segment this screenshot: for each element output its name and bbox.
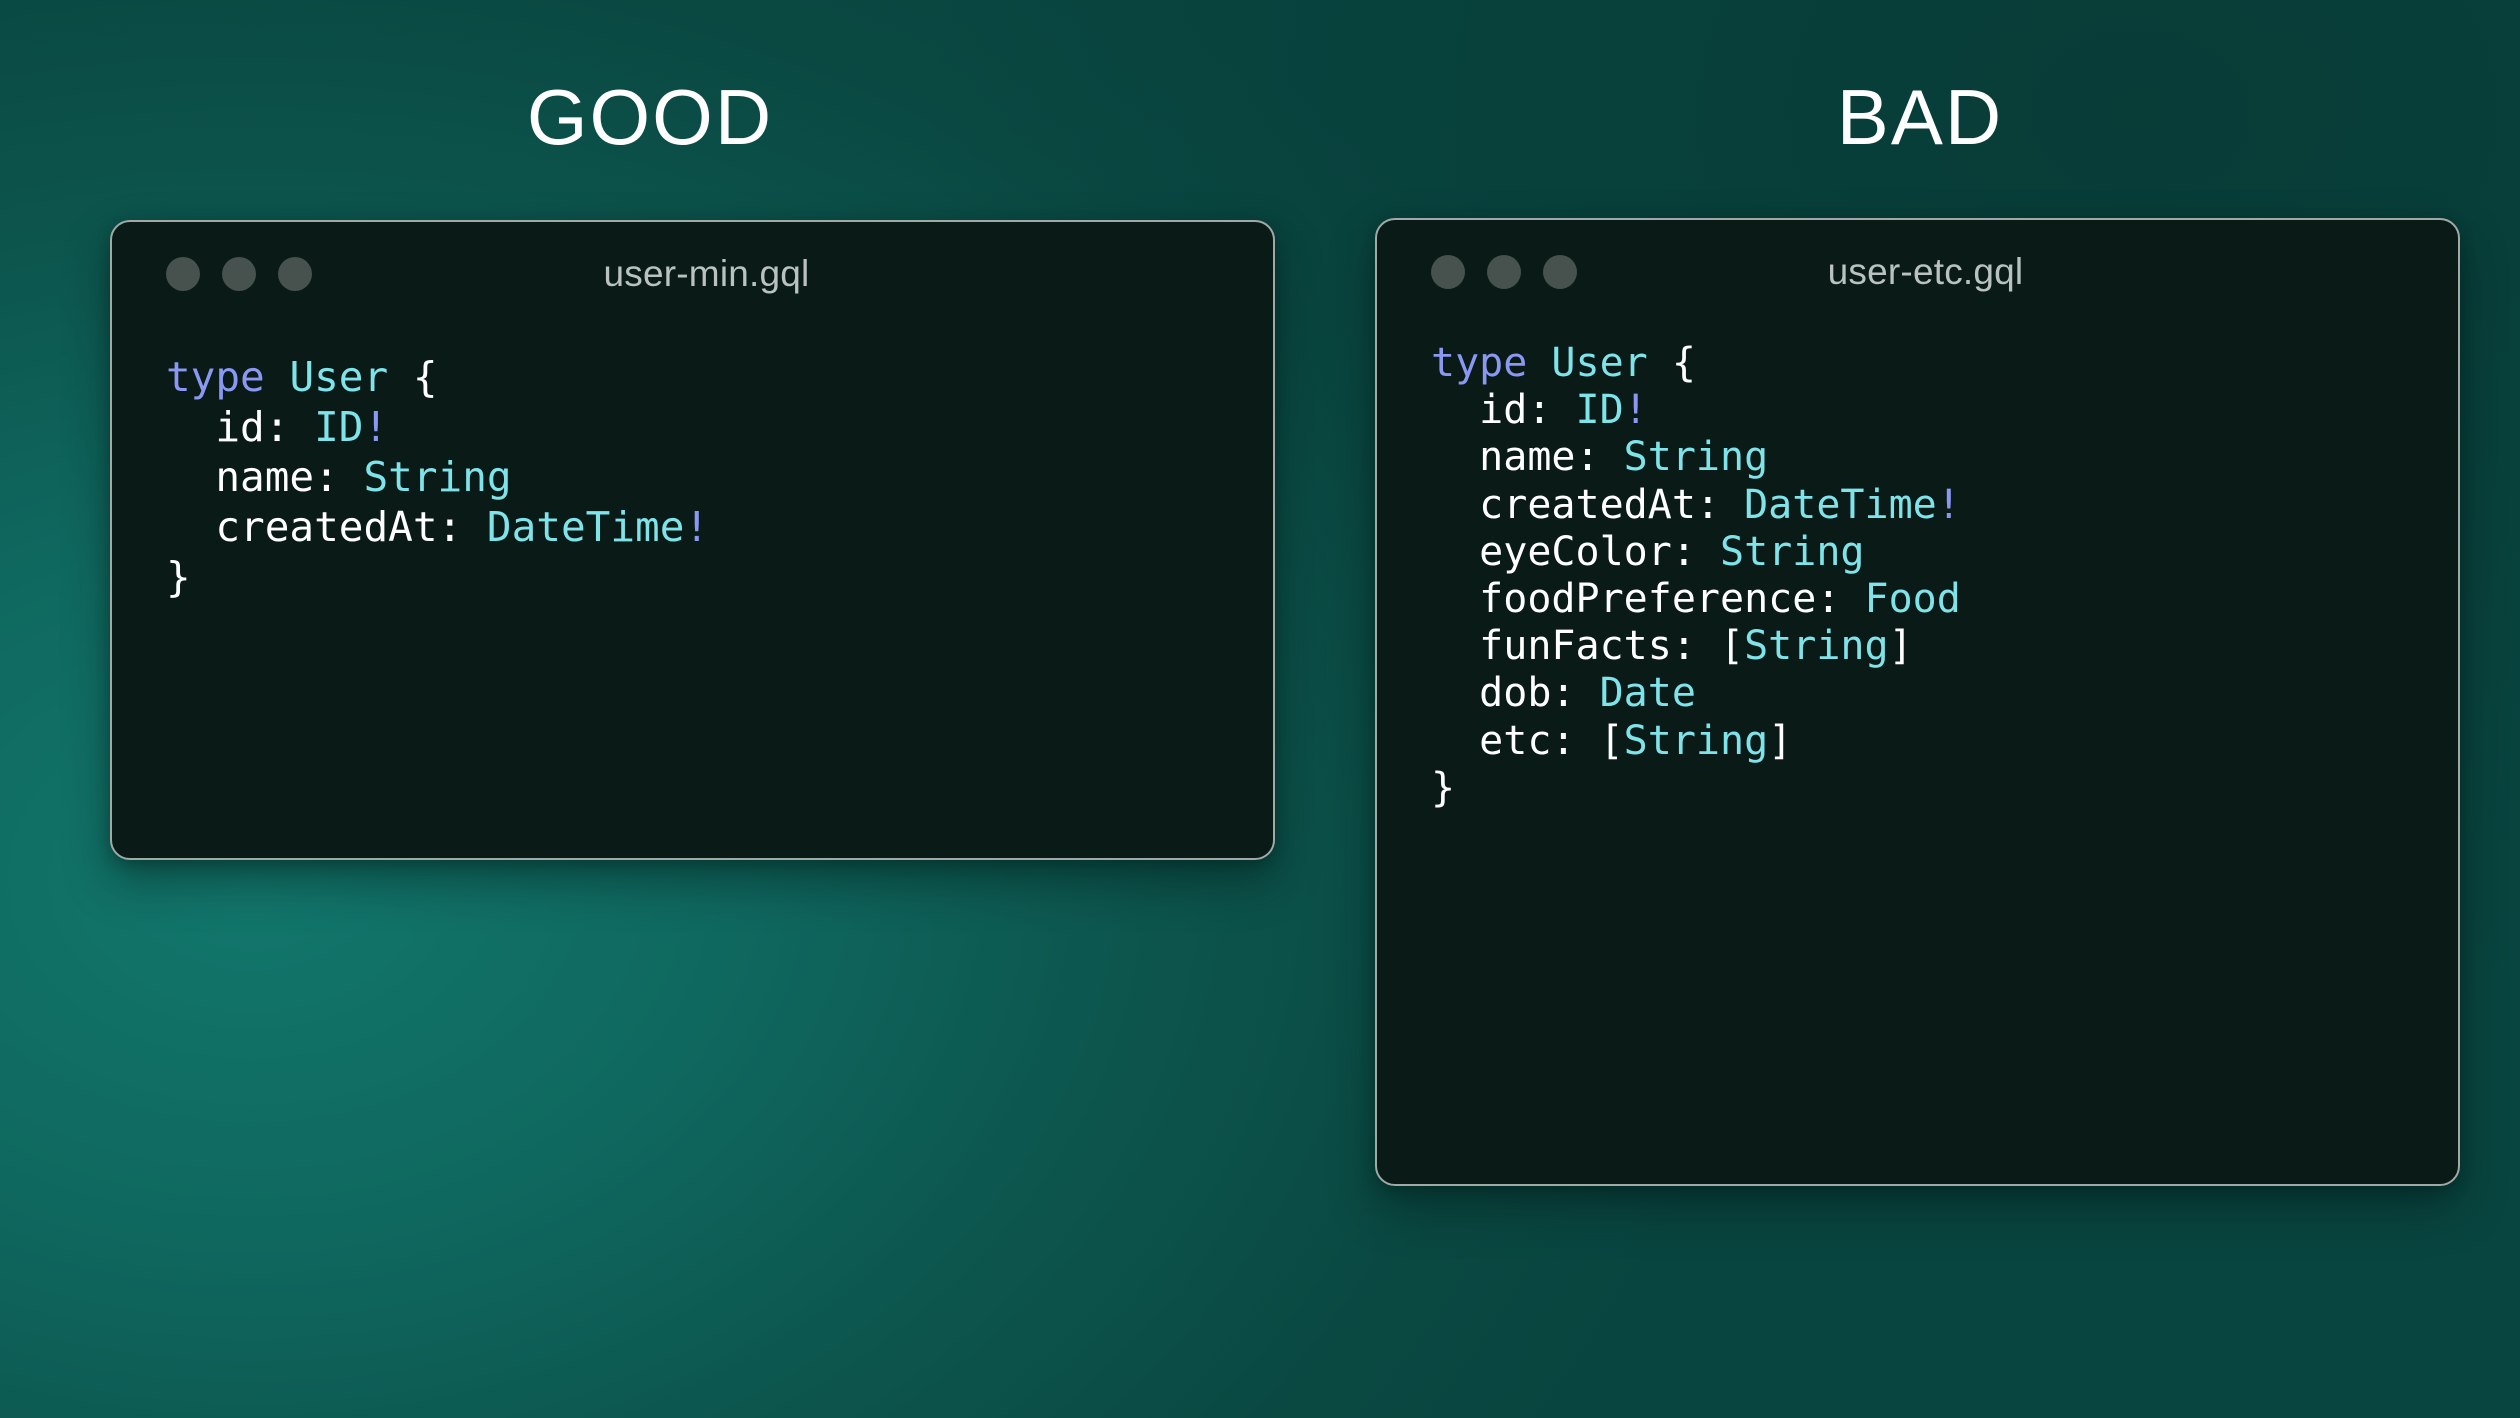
code-line: name: String [166, 452, 1273, 502]
code-block-bad: type User { id: ID! name: String created… [1377, 324, 2458, 812]
close-dot-icon[interactable] [166, 257, 200, 291]
code-token-type: User [289, 353, 389, 401]
code-token-bang: ! [363, 403, 389, 452]
code-token-type: String [1744, 623, 1889, 670]
code-line: type User { [166, 352, 1273, 402]
code-token-type: String [1719, 528, 1865, 575]
code-line: foodPreference: Food [1431, 576, 2458, 623]
code-token-field: createdAt: [1431, 481, 1745, 528]
code-line: etc: [String] [1431, 718, 2458, 765]
code-line: id: ID! [166, 402, 1273, 452]
code-token-type: String [363, 453, 512, 502]
code-line: createdAt: DateTime! [166, 502, 1273, 552]
code-line: type User { [1431, 340, 2458, 387]
code-line: eyeColor: String [1431, 529, 2458, 576]
code-token-punct: } [166, 553, 191, 602]
code-token-type: Food [1864, 575, 1961, 622]
code-token-field: id: [1431, 387, 1576, 434]
code-token-punct: ] [1888, 623, 1913, 670]
code-line: name: String [1431, 434, 2458, 481]
window-titlebar: user-min.gql [112, 222, 1273, 326]
code-token-field: id: [166, 403, 315, 452]
code-token-punct: ] [1768, 717, 1793, 764]
code-window-bad: user-etc.gql type User { id: ID! name: S… [1375, 218, 2460, 1186]
code-token-bang: ! [1936, 481, 1961, 528]
code-token-type: DateTime [1744, 481, 1937, 528]
code-token-field: funFacts: [ [1431, 623, 1745, 670]
code-token-type: DateTime [486, 503, 685, 552]
code-token-field: eyeColor: [1431, 528, 1720, 575]
code-token-type: Date [1599, 670, 1696, 717]
code-token-field: name: [166, 453, 364, 502]
code-token-punct: { [388, 353, 438, 401]
code-token-bang: ! [684, 503, 710, 552]
code-token-punct [265, 353, 290, 401]
code-token-field: etc: [ [1431, 717, 1624, 764]
code-token-type: ID [1575, 387, 1624, 434]
close-dot-icon[interactable] [1431, 255, 1465, 289]
code-token-kw: type [166, 353, 265, 401]
code-line: createdAt: DateTime! [1431, 482, 2458, 529]
code-token-type: User [1551, 340, 1648, 386]
code-token-field: name: [1431, 434, 1624, 481]
column-heading-good: GOOD [526, 73, 774, 161]
code-block-good: type User { id: ID! name: String created… [112, 326, 1273, 602]
maximize-dot-icon[interactable] [1543, 255, 1577, 289]
code-token-kw: type [1431, 340, 1528, 386]
code-token-bang: ! [1623, 387, 1648, 434]
code-token-type: ID [314, 403, 364, 452]
minimize-dot-icon[interactable] [222, 257, 256, 291]
code-token-field: foodPreference: [1431, 575, 1865, 622]
code-line: } [1431, 765, 2458, 812]
code-line: dob: Date [1431, 670, 2458, 717]
code-token-type: String [1623, 434, 1769, 481]
code-line: id: ID! [1431, 387, 2458, 434]
code-token-punct [1527, 340, 1551, 386]
code-token-field: dob: [1431, 670, 1600, 717]
minimize-dot-icon[interactable] [1487, 255, 1521, 289]
code-token-type: String [1623, 717, 1769, 764]
maximize-dot-icon[interactable] [278, 257, 312, 291]
code-token-punct: { [1647, 340, 1696, 386]
code-token-field: createdAt: [166, 503, 487, 552]
code-window-good: user-min.gql type User { id: ID! name: S… [110, 220, 1275, 860]
code-line: funFacts: [String] [1431, 623, 2458, 670]
window-titlebar: user-etc.gql [1377, 220, 2458, 324]
traffic-light-dots [166, 257, 312, 291]
column-heading-bad: BAD [1836, 73, 2004, 161]
code-line: } [166, 552, 1273, 602]
code-token-punct: } [1431, 764, 1456, 811]
traffic-light-dots [1431, 255, 1577, 289]
